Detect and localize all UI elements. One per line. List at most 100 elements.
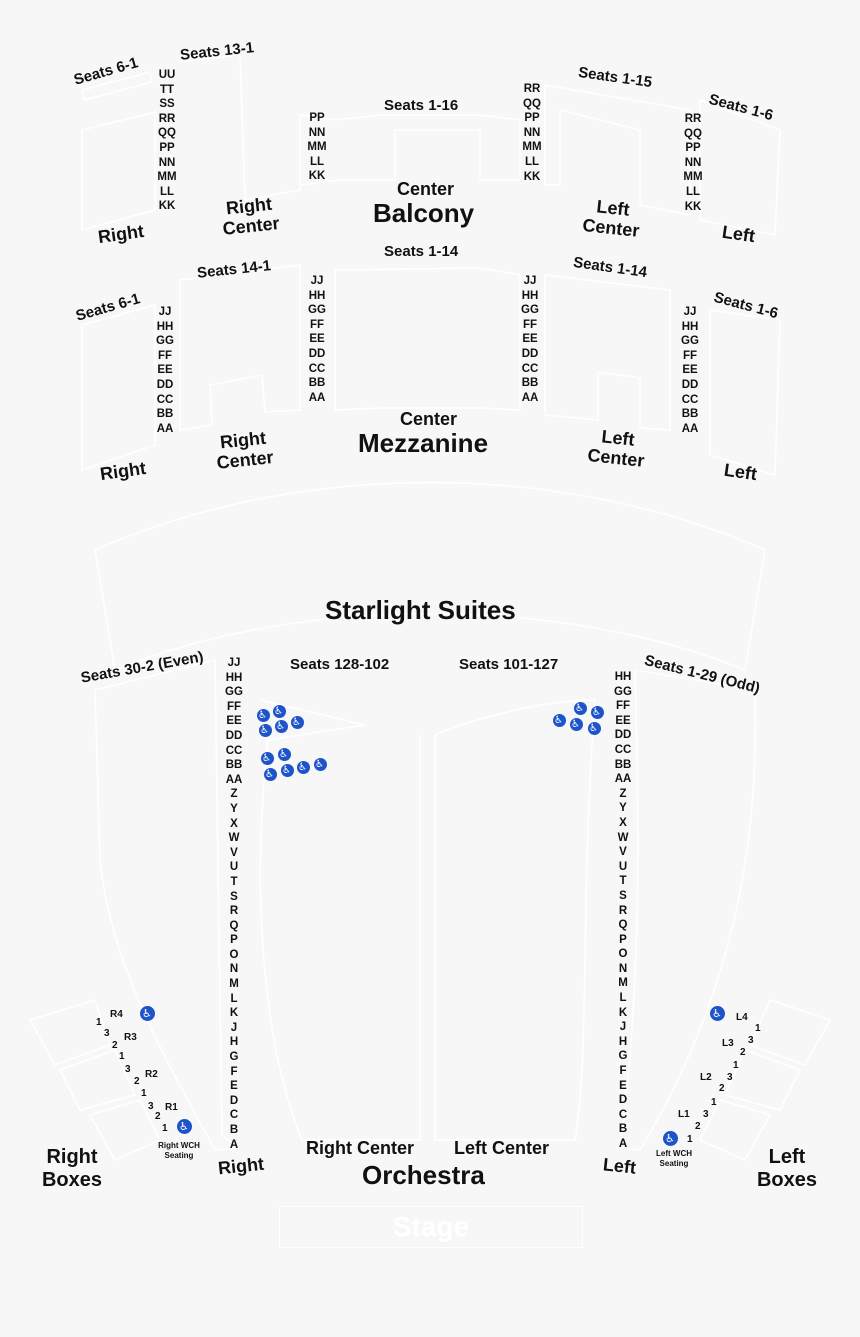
row-label: CC xyxy=(614,743,632,756)
row-label: AA xyxy=(308,391,326,404)
row-label: C xyxy=(229,1109,239,1122)
row-label: SS xyxy=(159,98,175,111)
row-label: EE xyxy=(309,333,325,346)
balcony-title: Balcony xyxy=(373,198,475,228)
wheelchair-icon xyxy=(264,768,277,781)
box-l2: L2 xyxy=(700,1072,712,1083)
row-label: JJ xyxy=(683,306,697,318)
row-label: QQ xyxy=(523,97,541,110)
balcony-right-center-label: Right Center xyxy=(221,193,281,239)
box-seat: 1 xyxy=(733,1060,739,1071)
row-label: AA xyxy=(225,773,243,786)
row-label: HH xyxy=(681,320,699,333)
left-wch-seating: Left WCH Seating xyxy=(656,1149,692,1168)
wheelchair-icon xyxy=(281,764,294,777)
row-label: NN xyxy=(684,156,702,169)
mezz-right-center-label: Right Center xyxy=(215,427,275,473)
mezz-rows-left: JJ HH GG FF EE DD CC BB AA xyxy=(679,305,701,436)
balcony-seats-center: Seats 1-16 xyxy=(384,97,459,114)
row-label: CC xyxy=(521,362,539,375)
row-label: CC xyxy=(308,362,326,375)
box-r4: R4 xyxy=(110,1009,123,1020)
balcony-rows-left: RR QQ PP NN MM LL KK xyxy=(682,112,704,214)
row-label: FF xyxy=(309,318,325,331)
row-label: MM xyxy=(683,171,703,184)
box-seat: 1 xyxy=(162,1123,168,1134)
row-label: G xyxy=(229,1051,239,1064)
row-label: EE xyxy=(522,333,538,346)
row-label: GG xyxy=(225,686,243,699)
wheelchair-icon xyxy=(273,705,286,718)
box-seat: 2 xyxy=(719,1083,725,1094)
box-seat: 1 xyxy=(711,1097,717,1108)
box-seat: 3 xyxy=(104,1028,110,1039)
orch-left-label: Left xyxy=(602,1154,637,1178)
row-label: EE xyxy=(615,714,631,727)
wheelchair-icon xyxy=(570,718,583,731)
row-label: B xyxy=(229,1124,239,1136)
row-label: PP xyxy=(309,112,325,124)
balcony-rows-center-right: PP NN MM LL KK xyxy=(306,111,328,184)
wheelchair-icon xyxy=(663,1131,678,1146)
row-label: NN xyxy=(158,156,176,169)
mezz-center-label: Center xyxy=(400,409,458,429)
balcony-rows-right: UU TT SS RR QQ PP NN MM LL KK xyxy=(156,68,178,214)
row-label: NN xyxy=(308,126,326,139)
row-label: CC xyxy=(681,393,699,406)
row-label: HH xyxy=(225,671,243,684)
mezz-left-label: Left xyxy=(722,459,759,485)
row-label: Z xyxy=(230,788,238,801)
row-label: U xyxy=(229,861,239,874)
row-label: CC xyxy=(225,744,243,757)
row-label: E xyxy=(619,1079,627,1092)
row-label: FF xyxy=(226,700,242,713)
orch-title: Orchestra xyxy=(362,1160,485,1190)
row-label: MM xyxy=(157,171,177,184)
row-label: RR xyxy=(158,112,176,125)
row-label: J xyxy=(619,1021,627,1034)
mezz-rows-center-right: JJ HH GG FF EE DD CC BB AA xyxy=(306,274,328,405)
row-label: QQ xyxy=(684,127,702,140)
row-label: J xyxy=(230,1021,238,1034)
row-label: KK xyxy=(308,170,326,183)
row-label: M xyxy=(618,977,628,990)
right-wch-seating: Right WCH Seating xyxy=(158,1141,200,1160)
wheelchair-icon xyxy=(710,1006,725,1021)
row-label: JJ xyxy=(523,275,537,287)
row-label: P xyxy=(619,933,627,946)
row-label: L xyxy=(230,992,238,1005)
box-l3: L3 xyxy=(722,1038,734,1049)
stage: Stage xyxy=(279,1206,583,1248)
box-r3: R3 xyxy=(124,1032,137,1043)
row-label: P xyxy=(230,934,238,947)
row-label: GG xyxy=(614,685,632,698)
row-label: LL xyxy=(524,155,540,168)
wheelchair-icon xyxy=(259,724,272,737)
row-label: AA xyxy=(156,422,174,435)
row-label: M xyxy=(229,978,239,991)
box-seat: 1 xyxy=(687,1134,693,1145)
row-label: KK xyxy=(158,200,176,213)
row-label: MM xyxy=(307,141,327,154)
row-label: UU xyxy=(158,69,176,81)
row-label: DD xyxy=(308,347,326,360)
box-seat: 1 xyxy=(755,1023,761,1034)
row-label: GG xyxy=(156,335,174,348)
row-label: K xyxy=(618,1006,628,1019)
orch-right-label: Right xyxy=(217,1153,265,1179)
row-label: PP xyxy=(159,141,175,154)
row-label: DD xyxy=(614,729,632,742)
wheelchair-icon xyxy=(591,706,604,719)
row-label: X xyxy=(619,816,627,829)
row-label: BB xyxy=(156,408,174,421)
wheelchair-icon xyxy=(278,748,291,761)
row-label: S xyxy=(619,889,627,902)
left-boxes-title: Left Boxes xyxy=(756,1146,818,1191)
row-label: FF xyxy=(682,349,698,362)
mezz-left-center-label: Left Center xyxy=(586,426,646,471)
row-label: JJ xyxy=(227,657,241,669)
box-seat: 3 xyxy=(703,1109,709,1120)
mezz-title: Mezzanine xyxy=(358,428,489,458)
row-label: EE xyxy=(226,715,242,728)
row-label: RR xyxy=(684,113,702,125)
